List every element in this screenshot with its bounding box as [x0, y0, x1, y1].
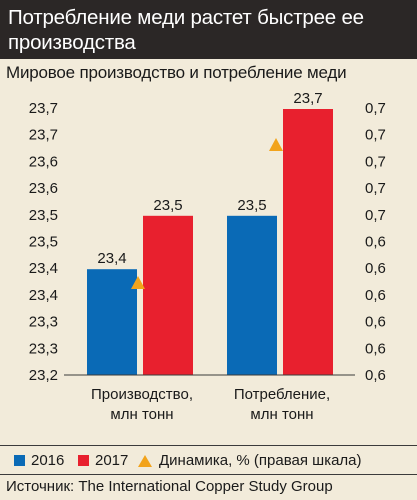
bar-2017 [283, 109, 333, 375]
bar-2016 [87, 269, 137, 375]
right-axis-tick-label: 0,7 [365, 207, 386, 224]
source-note: Источник: The International Copper Study… [6, 478, 333, 495]
left-axis-tick-label: 23,7 [29, 100, 58, 117]
data-label: 23,7 [293, 90, 322, 107]
data-label: 23,5 [237, 197, 266, 214]
legend-top-rule [0, 445, 417, 446]
right-axis-tick-label: 0,6 [365, 314, 386, 331]
header-title: Потребление меди растет быстрее ее произ… [8, 6, 364, 54]
legend-swatch-blue [14, 455, 25, 466]
left-axis-tick-label: 23,4 [29, 260, 58, 277]
left-axis-tick-label: 23,5 [29, 207, 58, 224]
right-axis-tick-label: 0,7 [365, 180, 386, 197]
right-axis-tick-label: 0,6 [365, 234, 386, 251]
bar-chart: 23,2 23,3 23,3 23,4 23,4 23,5 23,5 23,6 23,6 23,7… [29, 90, 386, 423]
category-label: Потребление, [234, 386, 330, 403]
triangle-icon [138, 454, 152, 467]
legend-label-2016: 2016 [31, 452, 65, 469]
legend-label-2017: 2017 [95, 452, 129, 469]
data-label: 23,4 [97, 250, 126, 267]
legend-swatch-red [78, 455, 89, 466]
category-label: Производство, [91, 386, 193, 403]
source-top-rule [0, 474, 417, 475]
legend: 2016 2017 Динамика, % (правая шкала) [0, 448, 417, 474]
right-axis-tick-label: 0,6 [365, 340, 386, 357]
right-axis-tick-label: 0,6 [365, 260, 386, 277]
right-axis-tick-label: 0,7 [365, 127, 386, 144]
legend-item-2017: 2017 [78, 452, 128, 469]
right-axis-tick-label: 0,7 [365, 153, 386, 170]
left-axis-tick-label: 23,6 [29, 180, 58, 197]
left-axis-tick-label: 23,5 [29, 234, 58, 251]
data-label: 23,5 [153, 197, 182, 214]
right-axis-tick-label: 0,7 [365, 100, 386, 117]
left-axis-tick-label: 23,4 [29, 287, 58, 304]
left-axis-tick-label: 23,6 [29, 153, 58, 170]
bar-2017 [143, 215, 193, 375]
left-axis-tick-label: 23,2 [29, 367, 58, 384]
legend-item-dynamics: Динамика, % (правая шкала) [138, 452, 362, 469]
category-label: млн тонн [110, 406, 173, 423]
left-axis-tick-label: 23,7 [29, 127, 58, 144]
bar-2016 [227, 215, 277, 375]
right-axis-tick-label: 0,6 [365, 367, 386, 384]
left-axis-tick-label: 23,3 [29, 340, 58, 357]
header-bar: Потребление меди растет быстрее ее произ… [0, 0, 417, 59]
dynamics-marker [131, 276, 145, 289]
right-axis-tick-label: 0,6 [365, 287, 386, 304]
legend-item-2016: 2016 [14, 452, 64, 469]
dynamics-marker [269, 138, 283, 151]
left-axis-tick-label: 23,3 [29, 314, 58, 331]
chart-subtitle: Мировое производство и потребление меди [6, 63, 347, 82]
legend-label-dynamics: Динамика, % (правая шкала) [159, 452, 362, 469]
category-label: млн тонн [250, 406, 313, 423]
